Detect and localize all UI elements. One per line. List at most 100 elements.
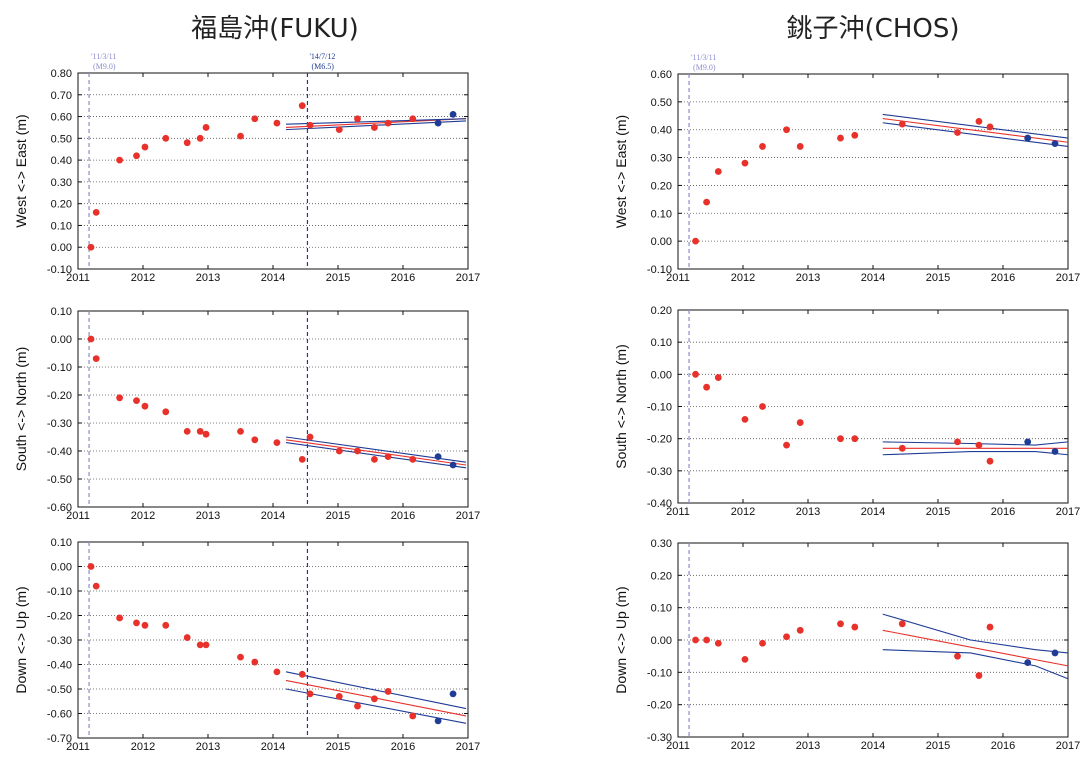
data-point [409,712,417,720]
data-point [449,110,457,118]
x-tick-label: 2014 [861,272,885,284]
y-tick-label: -0.20 [47,611,72,623]
y-tick-label: -0.30 [47,418,72,430]
y-tick-label: -0.50 [47,684,72,696]
y-tick-label: 0.60 [651,69,672,81]
data-point [196,428,204,435]
data-point [1051,649,1059,657]
x-tick-label: 2012 [731,506,755,518]
x-tick-label: 2015 [926,506,950,518]
x-tick-label: 2013 [796,506,820,518]
trend-line [882,122,1069,147]
x-tick-label: 2015 [326,272,350,284]
y-tick-label: -0.40 [47,660,72,672]
data-point [273,439,281,446]
y-tick-label: 0.10 [51,537,72,549]
x-tick-label: 2012 [131,741,155,753]
x-tick-label: 2014 [261,272,285,284]
x-tick-label: 2015 [326,510,350,522]
data-point [741,415,749,423]
x-tick-label: 2015 [926,272,950,284]
data-point [975,441,983,449]
y-axis-label: South <-> North (m) [613,344,629,469]
y-tick-label: -0.20 [647,700,672,712]
data-point [237,132,244,140]
data-point [692,370,699,378]
y-tick-label: 0.30 [651,153,672,165]
data-point [354,447,361,455]
x-tick-label: 2017 [1056,272,1080,284]
y-tick-label: -0.40 [647,498,672,510]
x-tick-label: 2012 [131,272,155,284]
x-tick-label: 2017 [456,272,480,284]
data-point [306,121,314,129]
y-tick-label: 0.00 [651,236,672,248]
data-point [237,428,244,435]
trend-line [882,649,1069,680]
data-point [133,152,140,160]
y-tick-label: -0.10 [647,402,672,414]
data-point [703,383,710,391]
data-point [975,117,983,125]
data-point [796,143,804,150]
y-tick-label: 0.00 [651,369,672,381]
station-title-fuku: 福島沖(FUKU) [191,14,359,44]
data-point [141,621,149,629]
y-tick-label: -0.70 [47,733,72,745]
y-tick-label: 0.10 [651,208,672,220]
data-point [87,243,95,251]
y-tick-label: -0.30 [647,732,672,744]
data-point [384,119,392,127]
x-tick-label: 2013 [796,740,820,752]
y-tick-label: -0.60 [47,502,72,514]
y-tick-label: -0.40 [47,446,72,458]
data-point [183,634,191,641]
data-point [796,419,804,426]
chart-panel-fuku-ud: 0.10 0.00 -0.10 -0.20 -0.30 -0.40 -0.50 -0.60 -0… [13,537,480,753]
data-point [434,119,442,127]
data-point [714,168,722,175]
data-point [196,134,204,142]
data-point [759,639,766,647]
x-tick-label: 2017 [456,510,480,522]
y-tick-label: 0.00 [651,635,672,647]
x-tick-label: 2012 [131,510,155,522]
event-label-date: '11/3/11 [691,53,716,62]
data-point [986,623,994,631]
chart-panel-fuku-ns: 0.100.00-0.10-0.20-0.30-0.40-0.50-0.6020… [13,306,480,522]
y-axis-label: South <-> North (m) [13,347,29,472]
y-axis-label: Down <-> Up (m) [13,586,29,693]
x-tick-label: 2011 [66,510,90,522]
data-point [354,702,361,710]
y-axis-label: West <-> East (m) [13,114,29,227]
y-tick-label: 0.70 [51,90,72,102]
x-tick-label: 2013 [196,272,220,284]
trend-line [882,450,1069,456]
data-point [975,672,983,679]
data-point [335,447,343,455]
data-point [759,403,766,410]
data-point [183,428,191,435]
data-point [141,143,149,151]
trend-line [285,442,467,469]
y-tick-label: 0.00 [51,334,72,346]
data-point [851,131,859,139]
x-tick-label: 2013 [196,510,220,522]
data-point [371,124,378,131]
data-point [692,237,699,245]
y-tick-label: 0.30 [651,538,672,550]
data-point [796,626,804,634]
data-point [1024,438,1032,446]
data-point [92,208,100,216]
station-title-chos: 銚子沖(CHOS) [786,14,960,44]
x-tick-label: 2014 [261,510,285,522]
y-tick-label: 0.10 [51,306,72,318]
data-point [298,670,306,678]
data-point [851,435,859,443]
x-tick-label: 2011 [66,741,90,753]
data-point [898,620,906,628]
y-tick-label: 0.50 [651,97,672,109]
data-point [986,123,994,131]
x-tick-label: 2011 [666,740,690,752]
